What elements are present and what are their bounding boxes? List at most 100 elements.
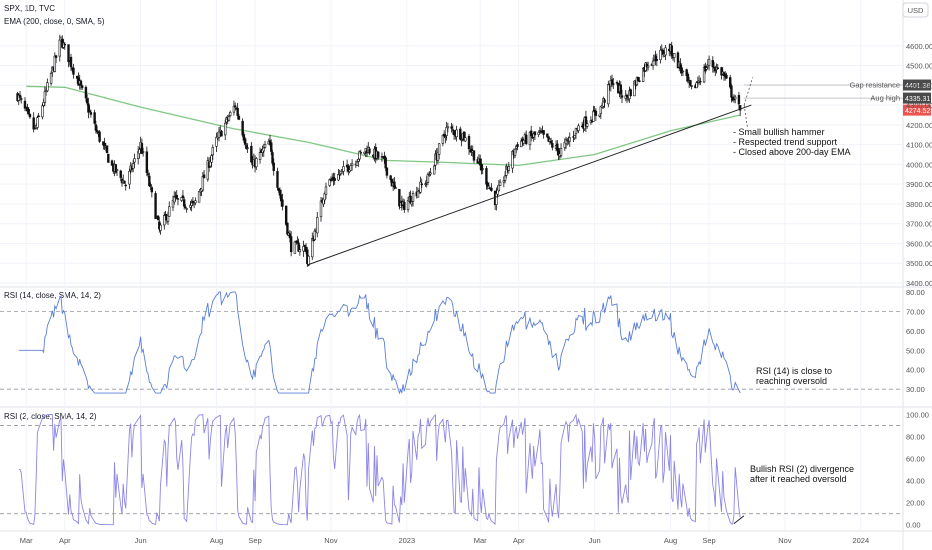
candle-body (32, 117, 35, 130)
candle-body (716, 67, 719, 70)
candle-body (490, 187, 493, 191)
candle-body (529, 130, 533, 137)
price-tick-label: 4400.00 (906, 81, 932, 90)
candle-body (429, 172, 432, 175)
candle-body (49, 73, 53, 84)
last-price-badge (903, 104, 931, 116)
candle-body (258, 152, 262, 161)
candle-body (69, 56, 73, 68)
candle-body (210, 155, 213, 163)
candle-body (725, 74, 728, 79)
candle-body (58, 39, 62, 57)
candle-body (307, 255, 310, 266)
candle-body (712, 67, 716, 69)
candle-body (41, 105, 44, 118)
candle-body (594, 110, 598, 116)
candle-body (681, 70, 685, 73)
rsi14-indicator-label: RSI (14, close, SMA, 14, 2) (4, 291, 101, 300)
candle-body (452, 130, 456, 136)
rsi14-tick-label: 30.00 (906, 385, 925, 394)
candle-body (659, 49, 662, 61)
candle-body (202, 174, 206, 179)
candle-body (603, 99, 606, 103)
time-tick-label: Sep (702, 536, 715, 545)
candle-body (217, 131, 221, 138)
candle-body (349, 165, 353, 171)
candle-body (166, 215, 170, 222)
candle-body (302, 246, 305, 252)
candle-body (89, 112, 93, 115)
candle-body (676, 52, 680, 69)
candle-body (215, 136, 218, 147)
candle-body (146, 173, 150, 176)
candle-body (271, 152, 274, 164)
rsi14-line (18, 291, 741, 395)
candle-body (197, 191, 201, 203)
time-tick-label: Nov (324, 536, 338, 545)
candle-body (243, 138, 247, 145)
candle-body (730, 85, 733, 98)
candle-body (377, 151, 380, 158)
candle-body (149, 184, 152, 187)
currency-button-label[interactable]: USD (908, 6, 924, 15)
candle-body (680, 67, 683, 74)
level-badge (903, 92, 931, 104)
price-tick-label: 3800.00 (906, 200, 932, 209)
candle-body (293, 241, 297, 254)
candle-body (533, 131, 537, 136)
candle-body (220, 130, 223, 137)
candle-body (168, 206, 171, 217)
candle-body (411, 192, 415, 202)
price-tick-label: 4100.00 (906, 141, 932, 150)
price-tick-label: 3900.00 (906, 180, 932, 189)
time-tick-label: Mar (20, 536, 33, 545)
rsi2-tick-label: 60.00 (906, 455, 925, 464)
axes-layer: Mar Apr Jun Aug Sep Nov 2023 Mar Apr Jun Aug Sep Nov… (20, 42, 932, 545)
rsi2-tick-label: 20.00 (906, 499, 925, 508)
candle-body (18, 94, 22, 98)
time-tick-label: Sep (248, 536, 261, 545)
candle-body (729, 77, 732, 88)
candle-body (573, 135, 576, 139)
time-tick-label: Apr (59, 536, 71, 545)
candle-body (428, 174, 431, 176)
candle-body (525, 134, 528, 144)
currency-button[interactable] (902, 2, 929, 18)
candle-body (181, 195, 185, 199)
rsi2-tick-label: 40.00 (906, 477, 925, 486)
candle-body (385, 167, 389, 176)
candle-body (42, 101, 45, 106)
candle-body (419, 181, 422, 193)
price-tick-label: 3500.00 (906, 259, 932, 268)
rsi14-tick-label: 60.00 (906, 327, 925, 336)
candle-body (53, 55, 57, 72)
candle-body (497, 184, 501, 192)
candle-body (119, 170, 122, 178)
candle-body (93, 112, 96, 124)
grid (0, 0, 903, 531)
candle-body (437, 143, 441, 155)
candle-body (103, 142, 106, 147)
candle-body (350, 163, 354, 167)
rsi14-tick-label: 80.00 (906, 288, 925, 297)
candle-body (542, 130, 545, 135)
candle-body (284, 205, 288, 225)
candle-body (190, 202, 193, 206)
candle-body (607, 84, 610, 105)
level-label: Gap resistance (850, 81, 900, 90)
candle-body (487, 185, 491, 189)
candle-body (250, 145, 253, 163)
candle-body (516, 144, 519, 148)
candle-body (229, 112, 232, 116)
time-tick-label: 2023 (398, 536, 415, 545)
candle-body (690, 85, 693, 87)
candle-body (738, 105, 742, 111)
candle-body (20, 98, 23, 100)
candle-body (145, 151, 149, 174)
rsi2-annotation: Bullish RSI (2) divergence (750, 464, 854, 474)
candle-body (262, 147, 265, 152)
time-tick-label: Aug (210, 536, 223, 545)
